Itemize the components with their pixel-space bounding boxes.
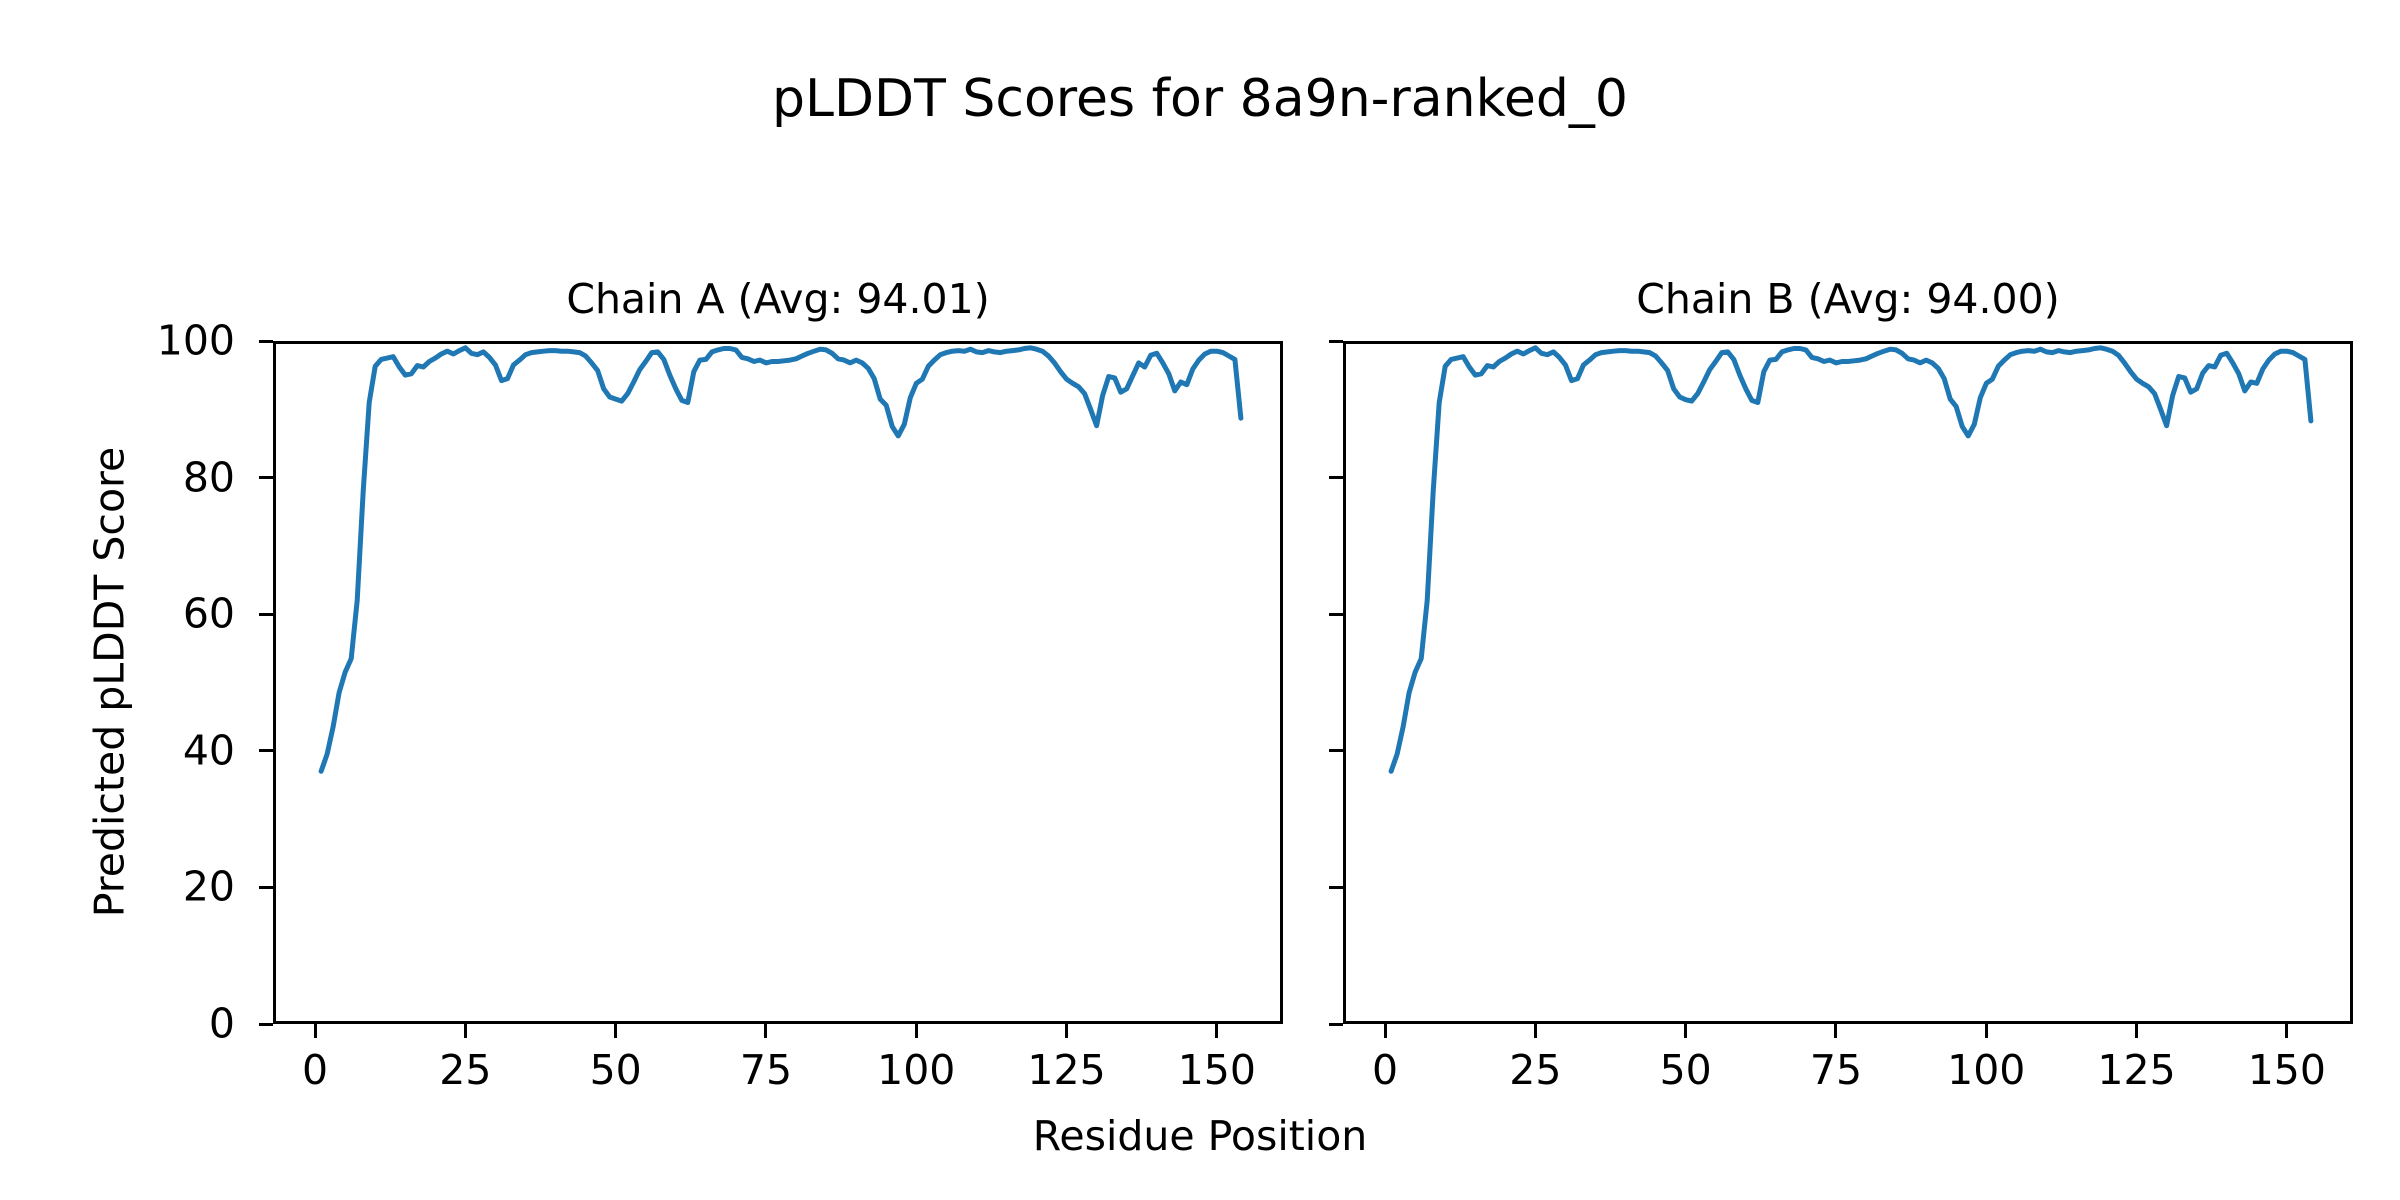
subplot-title-chain-b: Chain B (Avg: 94.00) [1636,275,2060,323]
x-tick-mark [1834,1024,1838,1038]
x-tick-mark [1533,1024,1537,1038]
x-tick-mark [914,1024,918,1038]
x-tick-mark [614,1024,618,1038]
x-tick-mark [463,1024,467,1038]
x-tick-mark [1684,1024,1688,1038]
x-tick-label: 125 [1027,1046,1106,1094]
x-tick-label: 50 [1659,1046,1712,1094]
x-tick-label: 150 [1177,1046,1256,1094]
x-axis-label: Residue Position [1032,1112,1368,1160]
y-axis-label: Predicted pLDDT Score [85,446,134,918]
y-tick-label: 80 [182,453,235,502]
x-tick-label: 25 [439,1046,492,1094]
x-tick-label: 100 [1947,1046,2026,1094]
x-tick-label: 0 [1372,1046,1399,1094]
y-tick-label: 20 [182,862,235,911]
y-tick-mark [1329,885,1343,889]
subplot-chain-a: Chain A (Avg: 94.01) 0 25 50 75 100 125 150 0 20… [157,275,1283,1091]
plddt-line-chain-a [318,345,1244,774]
y-tick-mark [259,339,273,343]
y-tick-mark [1329,612,1343,616]
x-tick-mark [2285,1024,2289,1038]
y-tick-mark [259,749,273,753]
y-tick-mark [1329,749,1343,753]
y-tick-mark [1329,476,1343,480]
x-tick-label: 25 [1509,1046,1562,1094]
x-tick-mark [1065,1024,1069,1038]
y-tick-label: 40 [182,726,235,775]
plddt-line-chain-b [1388,345,2314,774]
y-tick-label: 0 [208,999,235,1048]
y-tick-label: 100 [156,316,235,365]
y-tick-mark [259,612,273,616]
x-tick-label: 0 [302,1046,329,1094]
plot-area-chain-b [1343,341,2353,1024]
x-tick-label: 125 [2097,1046,2176,1094]
plot-area-chain-a [273,341,1283,1024]
y-tick-mark [259,476,273,480]
y-tick-label: 60 [182,589,235,638]
x-tick-mark [1215,1024,1219,1038]
x-tick-label: 75 [739,1046,793,1094]
y-tick-mark [259,1022,273,1026]
x-tick-mark [764,1024,768,1038]
y-tick-mark [1329,339,1343,343]
x-tick-label: 150 [2247,1046,2326,1094]
axes-border [273,341,1283,1024]
x-tick-label: 75 [1809,1046,1863,1094]
x-tick-label: 100 [877,1046,956,1094]
x-tick-label: 50 [589,1046,642,1094]
x-tick-mark [2135,1024,2139,1038]
x-tick-mark [313,1024,317,1038]
subplot-title-chain-a: Chain A (Avg: 94.01) [566,275,990,323]
x-tick-mark [1984,1024,1988,1038]
subplot-chain-b: Chain B (Avg: 94.00) 0 25 50 75 100 125 150 [1329,275,2353,1091]
y-tick-mark [1329,1022,1343,1026]
figure-title: pLDDT Scores for 8a9n-ranked_0 [772,69,1628,129]
x-tick-mark [1383,1024,1387,1038]
axes-border [1343,341,2353,1024]
y-tick-mark [259,885,273,889]
